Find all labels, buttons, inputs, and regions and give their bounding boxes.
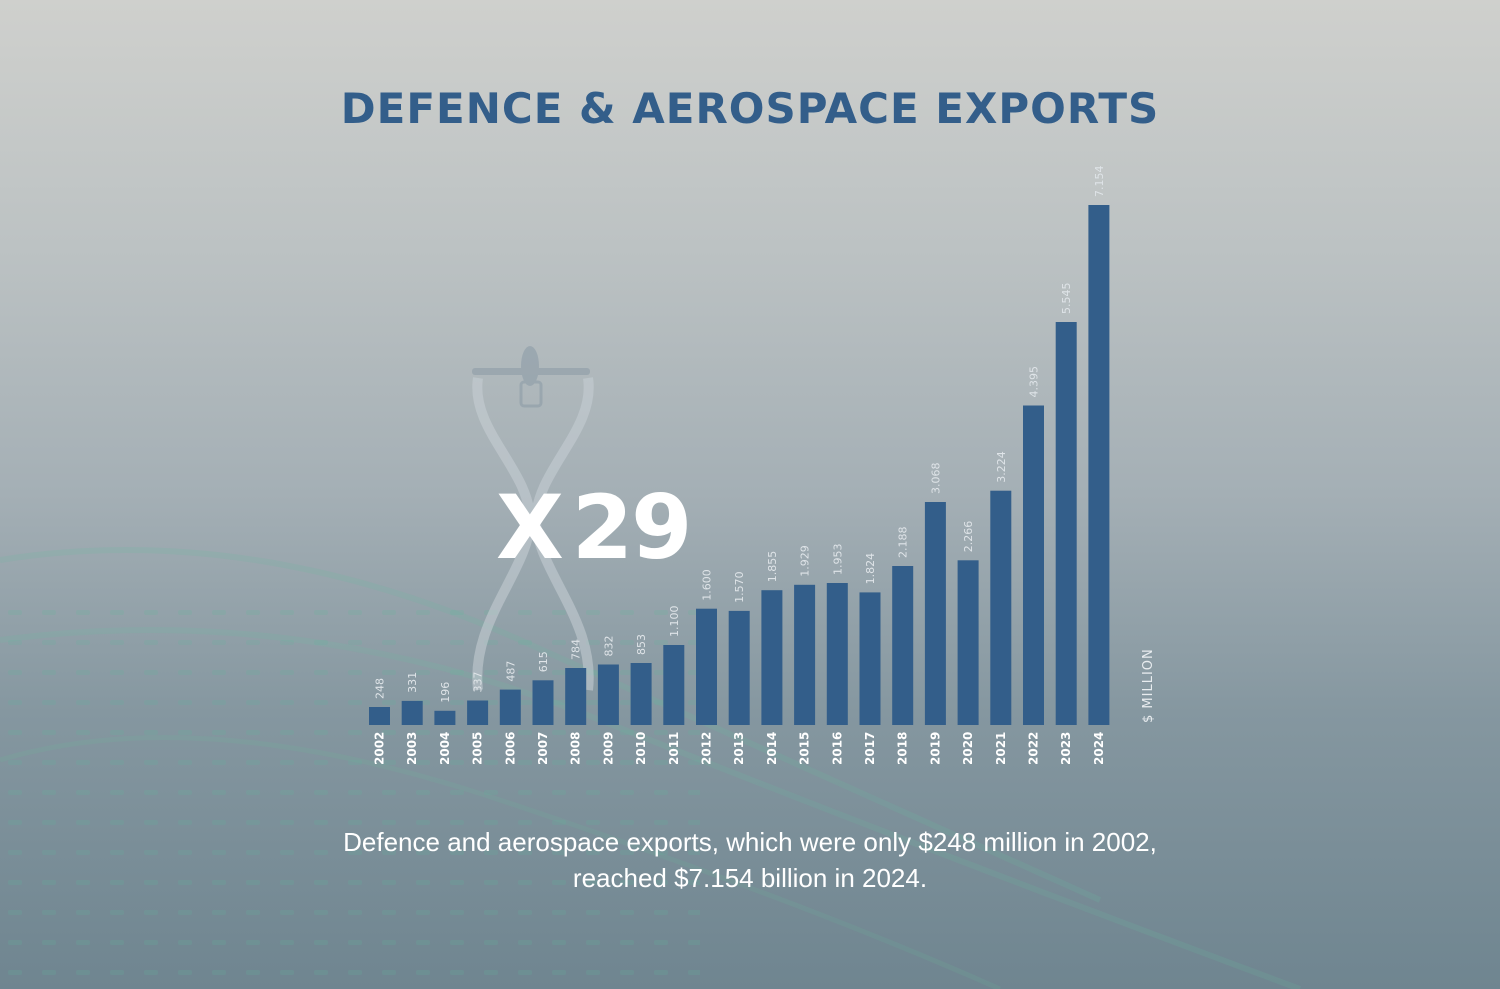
year-label-2008: 2008 — [569, 732, 583, 765]
value-label-2002: 248 — [374, 678, 387, 699]
value-label-2024: 7.154 — [1093, 166, 1106, 198]
bar-2024 — [1088, 205, 1110, 725]
value-label-2008: 784 — [570, 639, 583, 660]
bar-2009 — [597, 664, 619, 725]
value-label-2007: 615 — [537, 651, 550, 672]
bar-2008 — [565, 668, 587, 725]
year-label-2003: 2003 — [405, 732, 419, 765]
value-label-2022: 4.395 — [1028, 366, 1041, 398]
chart-caption: Defence and aerospace exports, which wer… — [200, 824, 1300, 896]
bar-2004 — [434, 710, 456, 725]
value-label-2004: 196 — [439, 682, 452, 703]
year-label-2006: 2006 — [503, 732, 517, 765]
value-label-2006: 487 — [504, 661, 517, 682]
bar-2007 — [532, 680, 554, 725]
bar-2023 — [1055, 322, 1077, 725]
bar-2017 — [859, 592, 881, 725]
bar-2010 — [630, 663, 652, 725]
value-label-2011: 1.100 — [668, 606, 681, 638]
year-label-2014: 2014 — [765, 732, 779, 765]
year-label-2004: 2004 — [438, 732, 452, 765]
value-label-2015: 1.929 — [799, 545, 812, 577]
year-label-2005: 2005 — [471, 732, 485, 765]
bar-2002 — [369, 707, 390, 725]
value-label-2017: 1.824 — [864, 553, 877, 585]
bar-2020 — [957, 560, 979, 725]
value-label-2010: 853 — [635, 634, 648, 655]
year-label-2002: 2002 — [373, 732, 387, 765]
year-label-2011: 2011 — [667, 732, 681, 765]
year-label-2016: 2016 — [830, 732, 844, 765]
bar-2003 — [401, 700, 423, 725]
year-labels-layer: 2002 2003 2004 2005 2006 2007 2008 2009 2010 2011… — [373, 732, 1106, 765]
value-label-2019: 3.068 — [929, 463, 942, 495]
growth-multiplier: X 29 — [496, 476, 692, 579]
value-label-2014: 1.855 — [766, 551, 779, 583]
year-label-2018: 2018 — [896, 732, 910, 765]
caption-line-1: Defence and aerospace exports, which wer… — [343, 827, 1157, 857]
hourglass-drone-icon — [472, 346, 594, 691]
year-label-2013: 2013 — [732, 732, 746, 765]
caption-line-2: reached $7.154 billion in 2024. — [572, 863, 928, 893]
page-title: DEFENCE & AEROSPACE EXPORTS — [340, 84, 1160, 133]
year-label-2020: 2020 — [961, 732, 975, 765]
value-label-2021: 3.224 — [995, 451, 1008, 483]
year-label-2007: 2007 — [536, 732, 550, 765]
year-label-2019: 2019 — [928, 732, 942, 765]
bar-2005 — [467, 700, 489, 725]
year-label-2021: 2021 — [994, 732, 1008, 765]
value-labels-layer: 248 331 196 337 487 615 784 832 853 1.100 1.600 1.5… — [374, 166, 1106, 703]
bar-2016 — [826, 583, 848, 725]
bar-2011 — [663, 645, 685, 725]
bar-2019 — [924, 502, 946, 725]
bar-2021 — [990, 490, 1012, 725]
multiplier-prefix: X — [496, 476, 564, 579]
bar-2018 — [892, 566, 914, 725]
year-label-2022: 2022 — [1027, 732, 1041, 765]
value-label-2009: 832 — [602, 636, 615, 657]
year-label-2012: 2012 — [700, 732, 714, 765]
bar-2015 — [794, 584, 816, 725]
value-label-2023: 5.545 — [1060, 283, 1073, 315]
bar-2012 — [696, 608, 717, 725]
bar-2013 — [728, 610, 750, 725]
value-label-2005: 337 — [472, 672, 485, 693]
value-label-2020: 2.266 — [962, 521, 975, 553]
year-label-2024: 2024 — [1092, 732, 1106, 765]
value-label-2013: 1.570 — [733, 571, 746, 603]
multiplier-value: 29 — [571, 476, 692, 579]
year-label-2010: 2010 — [634, 732, 648, 765]
bar-2006 — [499, 689, 521, 725]
year-label-2009: 2009 — [601, 732, 615, 765]
year-label-2023: 2023 — [1059, 732, 1073, 765]
value-label-2012: 1.600 — [701, 569, 714, 601]
bar-2014 — [761, 590, 783, 725]
y-axis-unit-label: $ MILLION — [1141, 648, 1156, 723]
year-label-2017: 2017 — [863, 732, 877, 765]
bar-2022 — [1023, 405, 1044, 725]
bars-layer — [369, 205, 1110, 725]
value-label-2003: 331 — [406, 672, 419, 693]
year-label-2015: 2015 — [798, 732, 812, 765]
value-label-2016: 1.953 — [831, 544, 844, 576]
value-label-2018: 2.188 — [897, 527, 910, 559]
